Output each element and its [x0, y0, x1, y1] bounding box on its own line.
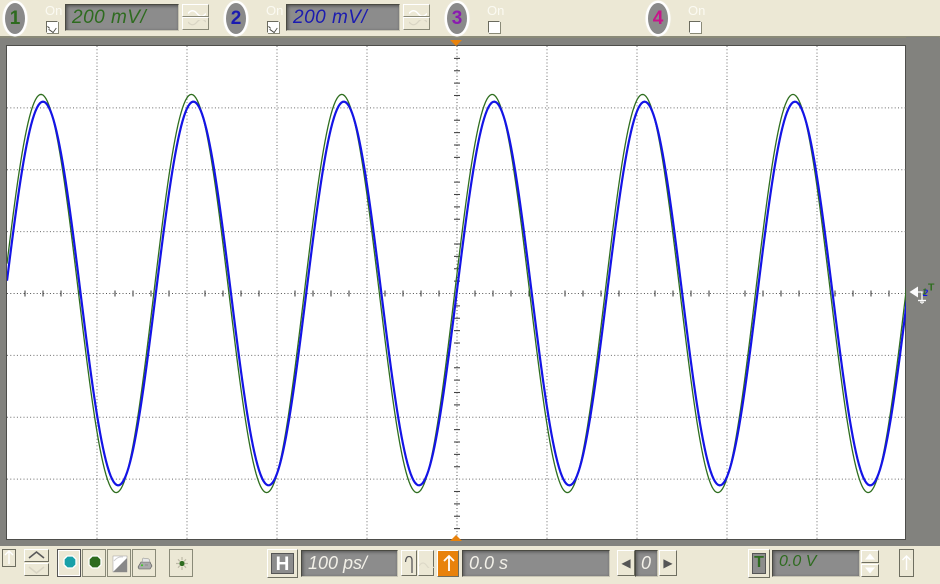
svg-text:T: T	[928, 282, 935, 294]
svg-text:1: 1	[922, 287, 927, 296]
